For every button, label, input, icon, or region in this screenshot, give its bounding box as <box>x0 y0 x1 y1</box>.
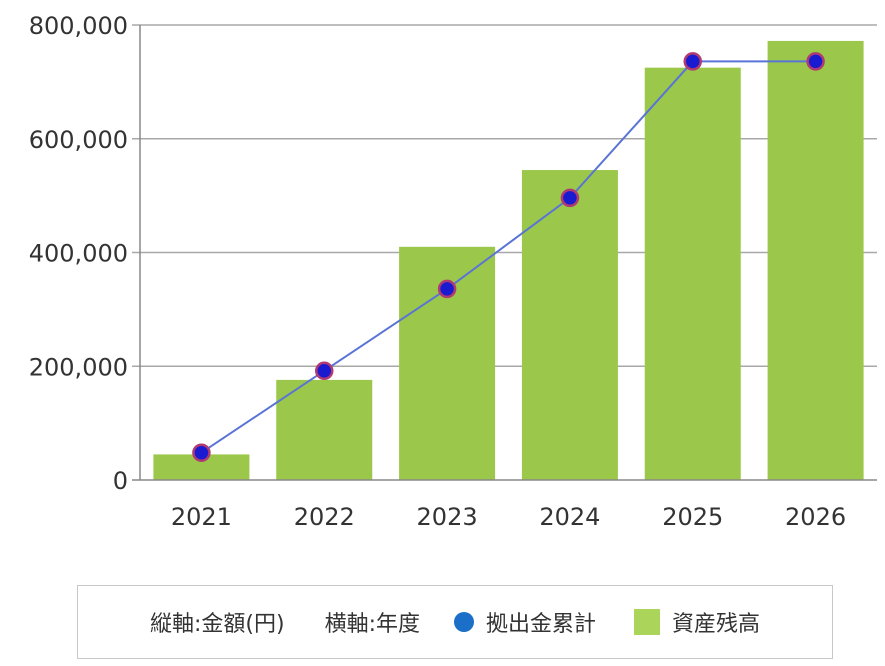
series-line <box>200 60 816 454</box>
y-tick-label: 800,000 <box>29 12 128 40</box>
legend-line-label: 拠出金累計 <box>485 612 596 637</box>
x-tick-label: 2022 <box>294 503 355 531</box>
line-point <box>315 361 334 381</box>
x-axis-note: 横軸:年度 <box>324 612 420 637</box>
y-tick-label: 600,000 <box>29 126 128 154</box>
y-tick-labels: 0 200,000 400,000 600,000 800,000 <box>29 12 128 495</box>
y-tick-label: 400,000 <box>29 240 128 268</box>
x-tick-label: 2025 <box>662 503 723 531</box>
legend-item-line: 拠出金累計 <box>453 606 596 638</box>
line-series <box>200 60 816 454</box>
y-tick-label: 200,000 <box>29 353 128 381</box>
line-markers <box>192 52 825 462</box>
line-point <box>806 52 825 71</box>
x-tick-label: 2024 <box>539 503 600 531</box>
gridlines <box>132 24 877 367</box>
bar <box>767 40 864 481</box>
bar <box>521 170 618 480</box>
x-tick-label: 2023 <box>417 503 478 531</box>
legend-item-bar: 資産残高 <box>634 606 760 638</box>
legend-bar-label: 資産残高 <box>672 612 761 637</box>
x-tick-label: 2021 <box>171 503 232 531</box>
y-axis-note: 縦軸:金額(円) <box>149 612 285 637</box>
line-point <box>560 188 580 208</box>
axes <box>132 25 877 481</box>
line-point <box>192 443 211 462</box>
x-tick-label: 2026 <box>785 503 846 531</box>
legend: 縦軸:金額(円) 横軸:年度 拠出金累計 資産残高 <box>77 585 833 659</box>
line-point <box>437 279 457 299</box>
y-tick-label: 0 <box>113 467 128 495</box>
x-tick-labels: 2021 2022 2023 2024 2025 2026 <box>171 503 846 531</box>
legend-square-icon <box>634 609 660 635</box>
legend-dot-icon <box>453 612 474 632</box>
bar <box>644 67 741 480</box>
bar <box>276 379 373 480</box>
line-point <box>683 52 702 71</box>
